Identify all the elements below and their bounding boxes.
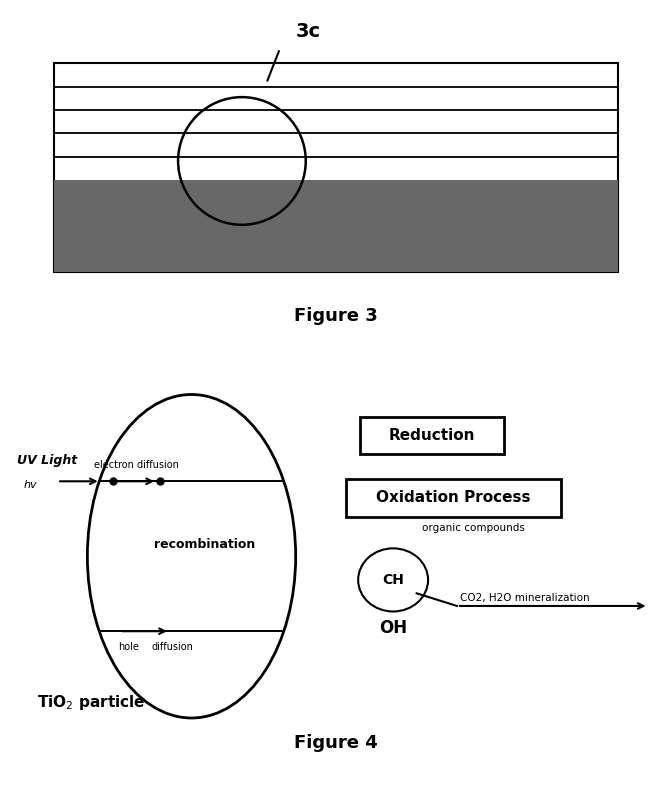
Bar [360, 417, 504, 454]
Text: electron diffusion: electron diffusion [93, 460, 179, 470]
Text: CO2, H2O mineralization: CO2, H2O mineralization [460, 593, 590, 603]
Text: hole: hole [118, 642, 139, 653]
Bar [346, 479, 561, 517]
Text: recombination: recombination [155, 538, 255, 551]
Text: UV Light: UV Light [17, 454, 77, 467]
Text: 3c: 3c [296, 22, 321, 41]
Text: Reduction: Reduction [388, 428, 475, 443]
Text: Figure 3: Figure 3 [294, 307, 378, 324]
Text: hv: hv [24, 480, 37, 490]
Ellipse shape [87, 394, 296, 718]
Text: Figure 4: Figure 4 [294, 735, 378, 752]
Bar [54, 63, 618, 272]
Text: diffusion: diffusion [152, 642, 194, 653]
Text: OH: OH [379, 619, 407, 638]
Text: TiO$_2$ particle: TiO$_2$ particle [37, 693, 145, 712]
Bar [54, 180, 618, 272]
Text: organic compounds: organic compounds [422, 523, 526, 533]
Text: Oxidation Process: Oxidation Process [376, 490, 531, 506]
Ellipse shape [358, 548, 428, 611]
Text: CH: CH [382, 573, 404, 587]
